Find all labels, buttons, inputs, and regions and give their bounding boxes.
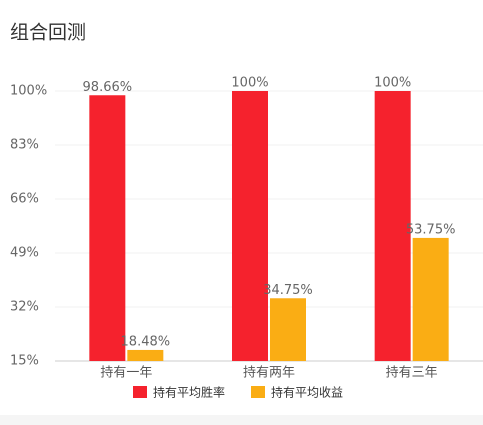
bar [127, 349, 164, 361]
value-label: 53.75% [406, 222, 456, 237]
value-label: 34.75% [263, 283, 313, 298]
value-label: 18.48% [121, 334, 171, 349]
legend-swatch [251, 386, 265, 398]
bar [232, 91, 268, 361]
x-tick-label: 持有一年 [100, 366, 152, 381]
bar [412, 237, 449, 361]
footer-strip [0, 415, 483, 425]
legend-swatch [133, 386, 147, 398]
x-tick-label: 持有三年 [386, 366, 438, 381]
bar [374, 91, 411, 361]
value-label: 100% [374, 76, 411, 91]
y-tick-label: 15% [10, 354, 39, 369]
legend-label: 持有平均收益 [271, 385, 343, 400]
chart-title: 组合回测 [10, 22, 86, 44]
y-tick-label: 83% [10, 138, 39, 153]
y-tick-label: 32% [10, 300, 39, 315]
value-label: 100% [231, 76, 268, 91]
y-tick-label: 49% [10, 246, 39, 261]
legend-label: 持有平均胜率 [153, 385, 225, 400]
value-label: 98.66% [83, 80, 133, 95]
y-tick-label: 66% [10, 192, 39, 207]
x-tick-label: 持有两年 [243, 366, 295, 381]
y-tick-label: 100% [10, 84, 47, 99]
bar [89, 95, 126, 361]
bar [270, 298, 306, 361]
